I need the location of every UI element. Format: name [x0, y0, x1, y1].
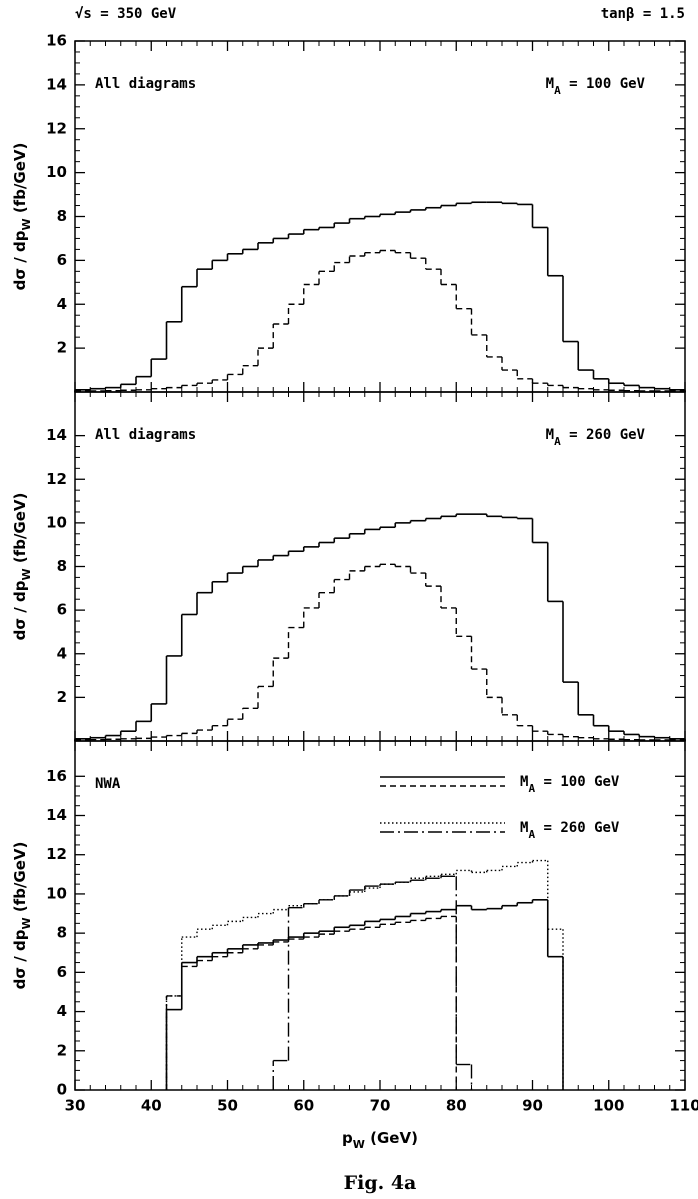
y-tick-label: 14 — [46, 806, 67, 824]
y-tick-label: 14 — [46, 426, 67, 444]
header-right: tanβ = 1.5 — [601, 6, 685, 22]
y-tick-label: 10 — [46, 513, 67, 531]
y-axis-label-rest: (fb/GeV) — [11, 842, 29, 918]
y-axis-label-rest: (fb/GeV) — [11, 493, 29, 569]
y-tick-label: 2 — [57, 1041, 67, 1059]
x-tick-label: 110 — [669, 1097, 698, 1115]
legend-label-sub: A — [528, 782, 535, 795]
annotation: All diagrams — [95, 76, 196, 92]
legend-label-sub: A — [528, 828, 535, 841]
y-tick-label: 8 — [57, 557, 67, 575]
y-tick-label: 4 — [57, 295, 67, 313]
y-axis-label-main: dσ / dp — [11, 230, 29, 290]
annotation: NWA — [95, 776, 121, 792]
y-axis-label-main: dσ / dp — [11, 929, 29, 989]
annotation: All diagrams — [95, 427, 196, 443]
header-left: √s = 350 GeV — [75, 6, 177, 22]
legend-label-main: M — [520, 774, 528, 790]
y-tick-label: 6 — [57, 251, 67, 269]
legend-label-main: M — [520, 820, 528, 836]
y-axis-label: dσ / dpW (fb/GeV) — [11, 143, 33, 291]
y-tick-label: 16 — [46, 32, 67, 50]
legend-label-rest: = 260 GeV — [535, 820, 620, 836]
annotation: MA = 260 GeV — [546, 427, 646, 448]
x-tick-label: 40 — [141, 1097, 162, 1115]
y-tick-label: 10 — [46, 884, 67, 902]
y-tick-label: 10 — [46, 163, 67, 181]
y-tick-label: 14 — [46, 75, 67, 93]
y-tick-label: 12 — [46, 470, 67, 488]
x-axis-label-sub: W — [353, 1138, 365, 1151]
y-tick-label: 4 — [57, 1002, 67, 1020]
x-tick-label: 70 — [370, 1097, 391, 1115]
x-tick-label: 60 — [293, 1097, 314, 1115]
y-tick-label: 2 — [57, 339, 67, 357]
y-tick-label: 12 — [46, 119, 67, 137]
x-tick-label: 90 — [522, 1097, 543, 1115]
y-tick-label: 8 — [57, 207, 67, 225]
annotation-rest: = 260 GeV — [561, 427, 646, 443]
y-tick-label: 8 — [57, 924, 67, 942]
x-tick-label: 100 — [593, 1097, 624, 1115]
x-axis-label: pW (GeV) — [342, 1129, 418, 1151]
y-axis-label-rest: (fb/GeV) — [11, 143, 29, 219]
annotation-main: M — [546, 427, 554, 443]
x-axis-label-main: p — [342, 1129, 353, 1147]
y-tick-label: 2 — [57, 688, 67, 706]
y-tick-label: 4 — [57, 644, 67, 662]
y-tick-label: 6 — [57, 963, 67, 981]
y-axis-label-sub: W — [20, 917, 33, 929]
legend-label: MA = 100 GeV — [520, 774, 620, 795]
y-axis-label-sub: W — [20, 568, 33, 580]
legend-label-rest: = 100 GeV — [535, 774, 620, 790]
caption: Fig. 4a — [344, 1172, 417, 1194]
x-axis-label-rest: (GeV) — [365, 1129, 418, 1147]
annotation-sub: A — [554, 435, 561, 448]
y-axis-label: dσ / dpW (fb/GeV) — [11, 493, 33, 641]
x-tick-label: 80 — [446, 1097, 467, 1115]
annotation-rest: = 100 GeV — [561, 76, 646, 92]
y-axis-label: dσ / dpW (fb/GeV) — [11, 842, 33, 990]
x-tick-label: 50 — [217, 1097, 238, 1115]
y-tick-label: 0 — [57, 1081, 67, 1099]
annotation-sub: A — [554, 84, 561, 97]
y-tick-label: 6 — [57, 601, 67, 619]
annotation: MA = 100 GeV — [546, 76, 646, 97]
y-axis-label-sub: W — [20, 218, 33, 230]
annotation-main: M — [546, 76, 554, 92]
y-tick-label: 12 — [46, 845, 67, 863]
legend-label: MA = 260 GeV — [520, 820, 620, 841]
y-axis-label-main: dσ / dp — [11, 580, 29, 640]
y-tick-label: 16 — [46, 767, 67, 785]
x-tick-label: 30 — [65, 1097, 86, 1115]
